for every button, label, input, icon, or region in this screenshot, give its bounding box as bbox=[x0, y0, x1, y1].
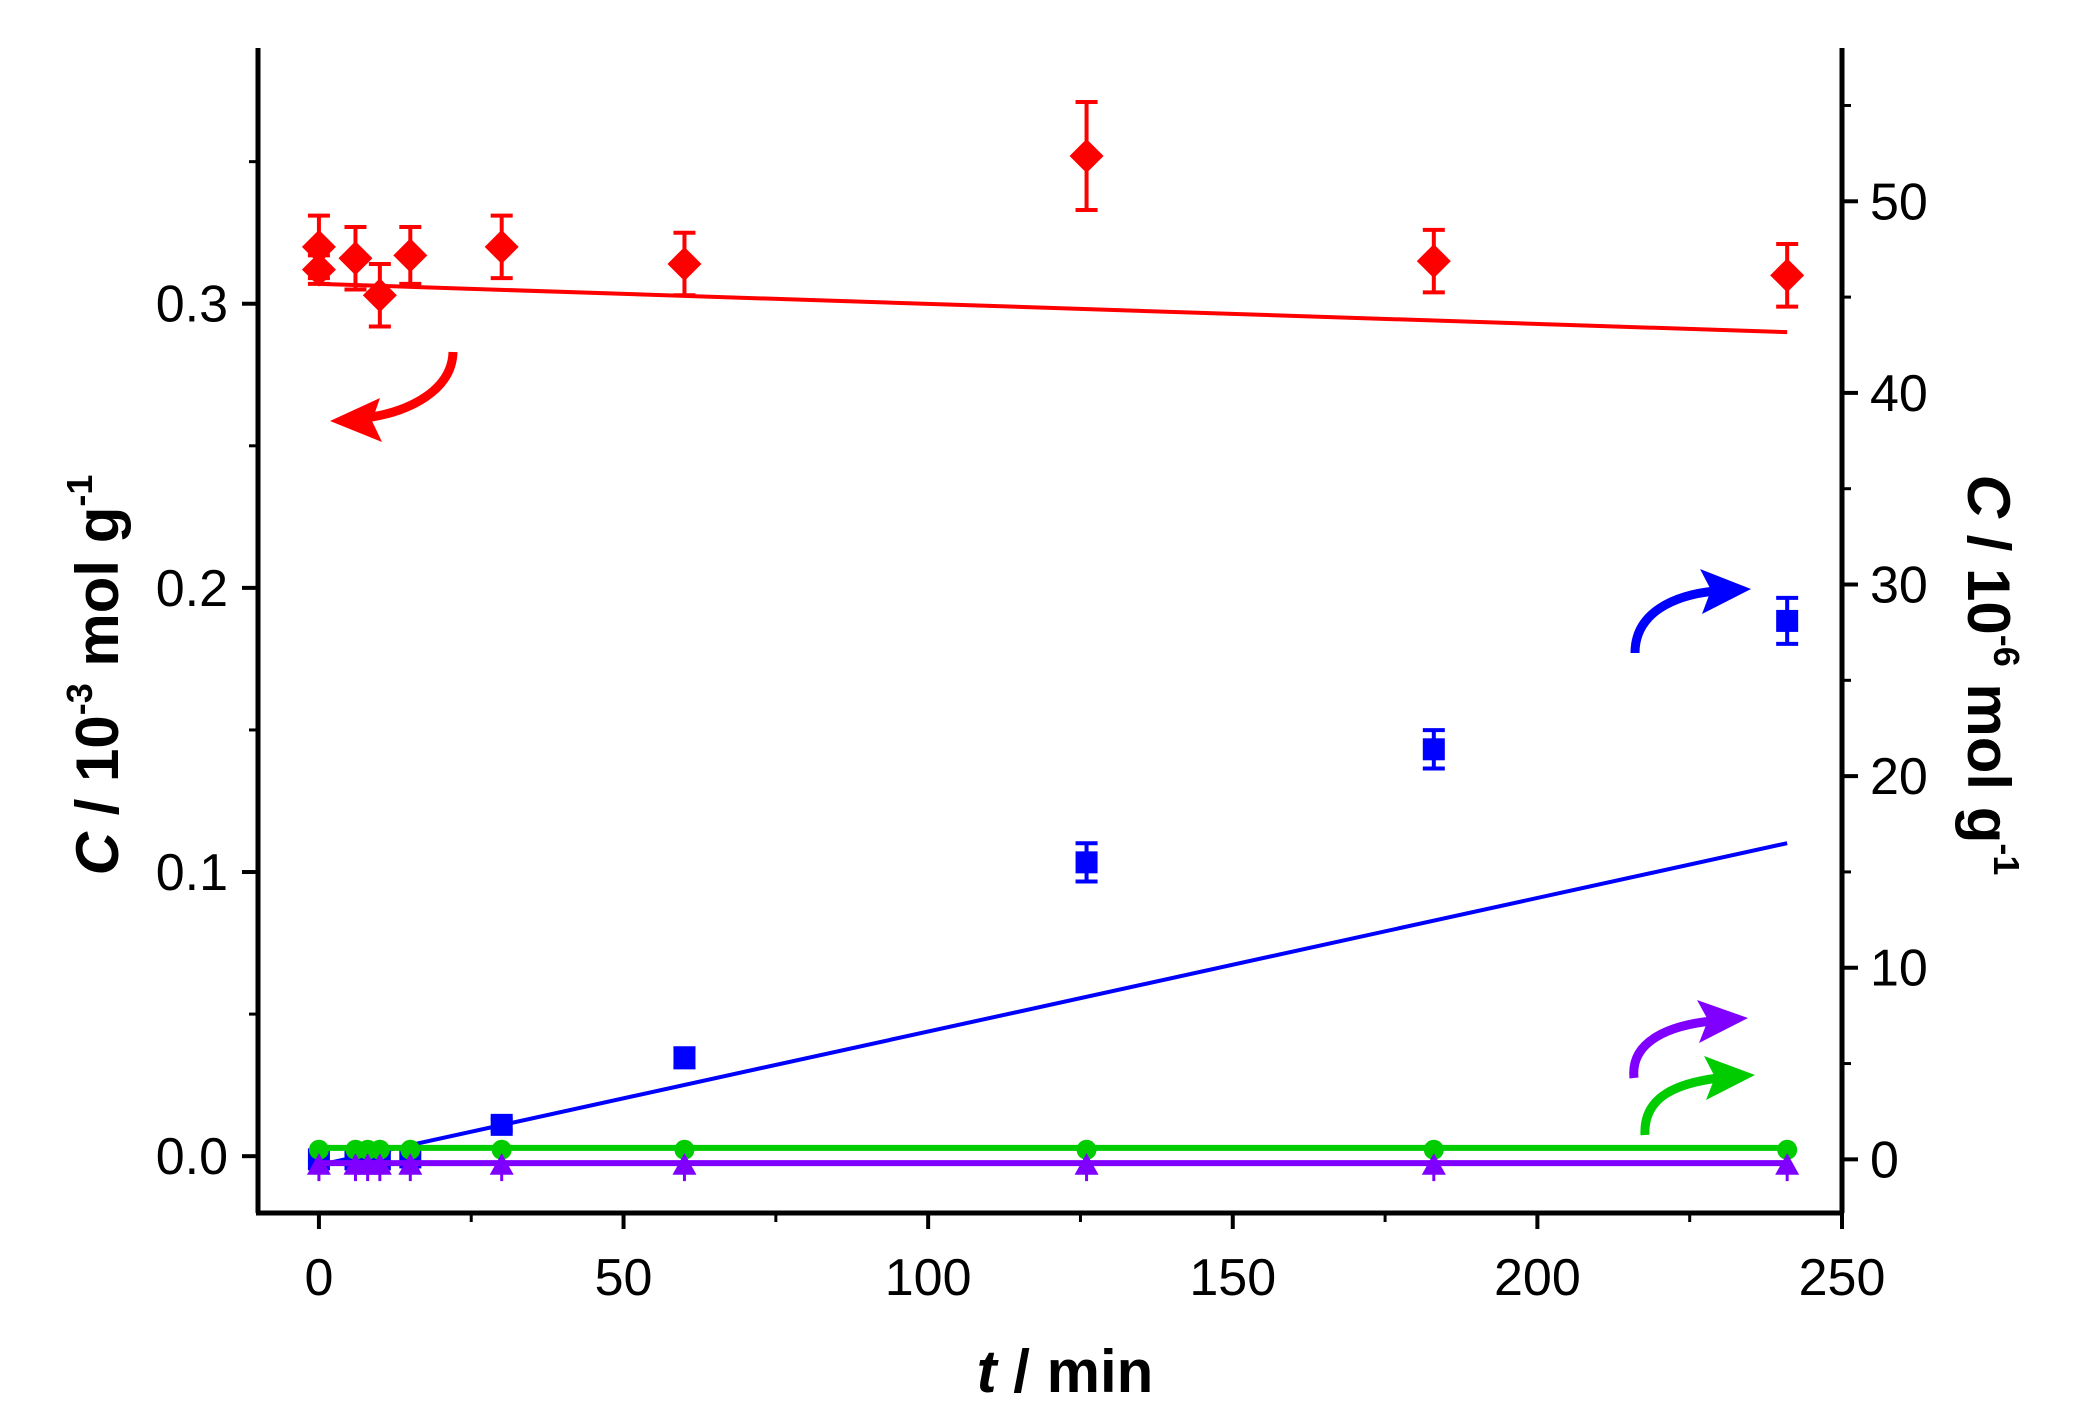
arrow-shaft bbox=[364, 351, 458, 423]
data-point bbox=[1416, 244, 1451, 279]
data-point bbox=[1075, 851, 1098, 874]
data-point bbox=[1421, 1153, 1446, 1175]
data-point bbox=[1775, 1153, 1800, 1175]
y-right-tick-label: 10 bbox=[1870, 940, 1928, 998]
x-tick-label: 100 bbox=[885, 1249, 972, 1307]
y-left-tick-label: 0.3 bbox=[156, 276, 228, 334]
y-right-tick-label: 0 bbox=[1870, 1131, 1899, 1189]
data-point bbox=[367, 1153, 392, 1175]
y-right-tick-label: 50 bbox=[1870, 173, 1928, 231]
data-point bbox=[369, 1139, 390, 1160]
data-point bbox=[362, 278, 397, 313]
x-tick-label: 150 bbox=[1189, 1249, 1276, 1307]
series-layer bbox=[301, 99, 1805, 1182]
arrow-head bbox=[1704, 1056, 1755, 1100]
series-square bbox=[307, 595, 1799, 1171]
y-right-tick-label: 30 bbox=[1870, 557, 1928, 615]
y-left-tick-label: 0.2 bbox=[156, 560, 228, 618]
arrow-head bbox=[1700, 569, 1751, 614]
data-point bbox=[672, 1153, 697, 1175]
arrow-layer bbox=[330, 351, 1755, 1136]
x-tick-label: 0 bbox=[304, 1249, 333, 1307]
y-right-tick-label: 20 bbox=[1870, 748, 1928, 806]
x-tick-label: 200 bbox=[1494, 1249, 1581, 1307]
data-point bbox=[1076, 1139, 1097, 1160]
fit-line bbox=[318, 281, 1788, 335]
data-point bbox=[1770, 258, 1805, 293]
purple-arrow-right bbox=[1629, 1000, 1748, 1079]
plot-frame bbox=[255, 48, 1845, 1216]
data-point bbox=[1777, 1139, 1798, 1160]
data-point bbox=[1422, 738, 1445, 761]
arrow-head bbox=[330, 398, 382, 442]
green-arrow-right bbox=[1640, 1056, 1755, 1136]
series-triangle bbox=[306, 1153, 1800, 1182]
blue-arrow-right bbox=[1630, 569, 1751, 654]
data-point bbox=[1074, 1153, 1099, 1175]
data-point bbox=[306, 1153, 331, 1175]
x-tick-label: 250 bbox=[1799, 1249, 1886, 1307]
data-point bbox=[1069, 138, 1104, 173]
red-arrow-left bbox=[330, 351, 458, 442]
data-point bbox=[393, 238, 428, 273]
data-point bbox=[308, 1139, 329, 1160]
y-left-axis: 0.0 0.1 0.2 0.3 bbox=[156, 160, 258, 1186]
y-right-axis: 0 10 20 30 40 50 bbox=[1842, 103, 1928, 1189]
data-point bbox=[491, 1139, 512, 1160]
data-point bbox=[301, 229, 336, 264]
y-left-axis-title: C / 10-3 mol g-1 bbox=[59, 475, 131, 876]
x-tick-label: 50 bbox=[595, 1249, 653, 1307]
y-left-tick-label: 0.1 bbox=[156, 844, 228, 902]
data-point bbox=[1423, 1139, 1444, 1160]
data-point bbox=[489, 1153, 514, 1175]
series-circle bbox=[308, 1139, 1798, 1160]
arrow-head bbox=[1697, 1000, 1748, 1043]
arrow-shaft bbox=[1629, 1016, 1713, 1079]
arrow-shaft bbox=[1640, 1073, 1719, 1136]
y-right-axis-title: C / 10-6 mol g-1 bbox=[1955, 475, 2027, 876]
data-point bbox=[667, 246, 702, 281]
data-point bbox=[484, 229, 519, 264]
data-point bbox=[1776, 609, 1799, 632]
fit-line bbox=[318, 841, 1788, 1168]
y-left-tick-label: 0.0 bbox=[156, 1128, 228, 1186]
data-point bbox=[674, 1139, 695, 1160]
x-axis-title: t / min bbox=[977, 1338, 1154, 1405]
arrow-shaft bbox=[1630, 586, 1716, 654]
series-diamond bbox=[301, 99, 1805, 335]
data-point bbox=[398, 1153, 423, 1175]
x-axis: 0 50 100 150 200 250 bbox=[304, 1213, 1885, 1307]
axes: 0 50 100 150 200 250 0.0 0.1 0.2 0.3 0 10 20 30 40 50 bbox=[156, 103, 1928, 1307]
data-point bbox=[490, 1113, 513, 1136]
data-point bbox=[400, 1139, 421, 1160]
data-point bbox=[338, 241, 373, 276]
data-point bbox=[673, 1046, 696, 1069]
y-right-tick-label: 40 bbox=[1870, 365, 1928, 423]
